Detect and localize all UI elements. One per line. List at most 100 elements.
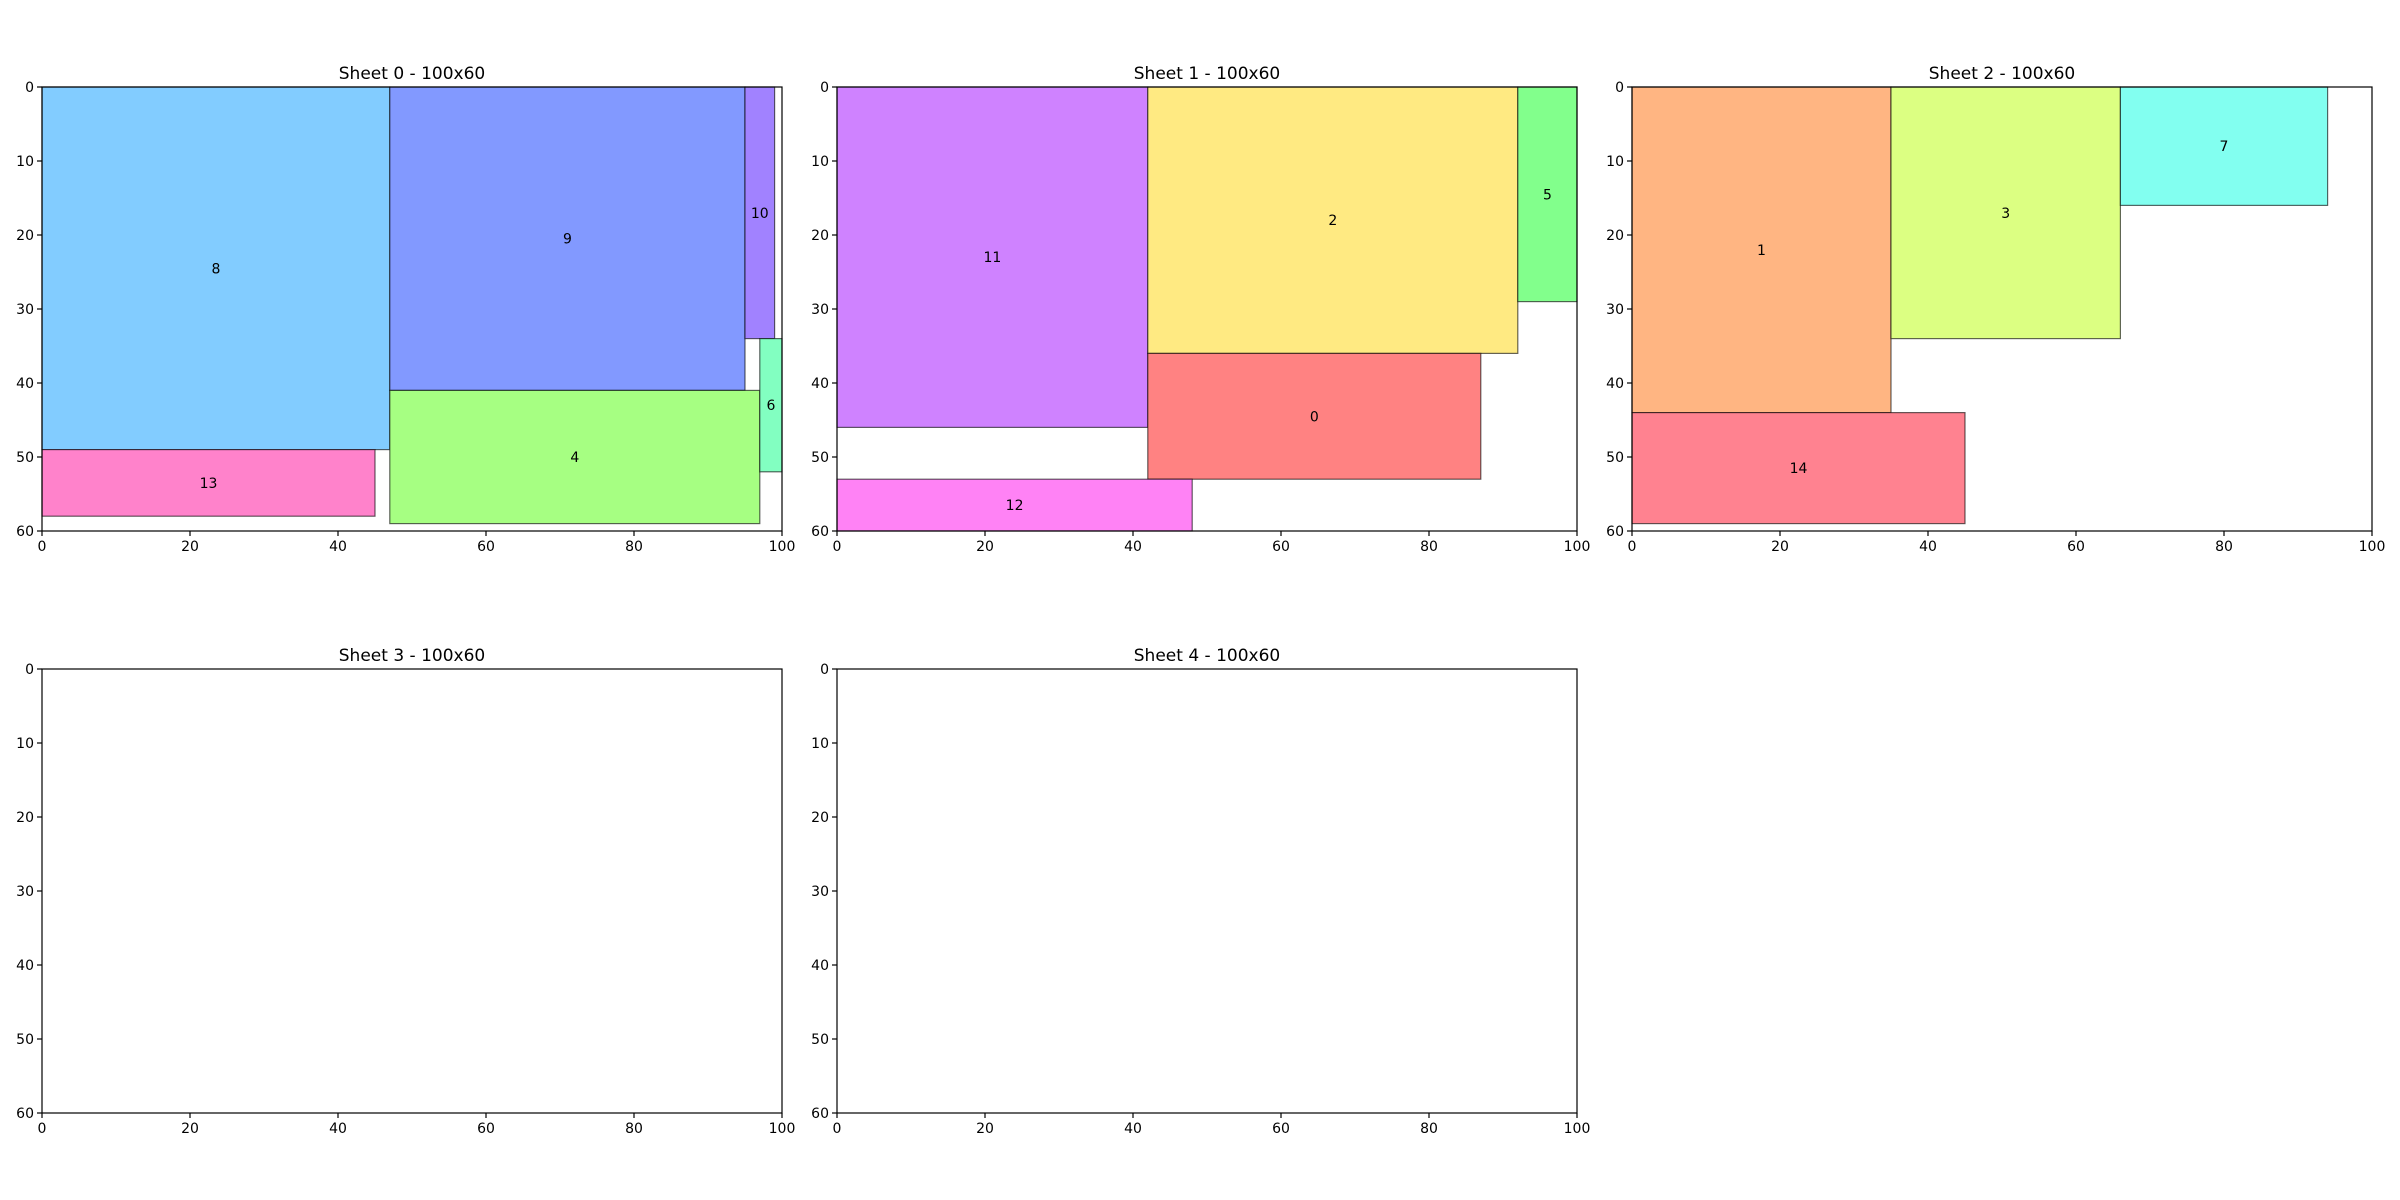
- sheet-2-xtick-label-100: 100: [2359, 539, 2386, 555]
- piece-6-label: 6: [766, 398, 775, 414]
- sheet-3-xtick-label-60: 60: [477, 1121, 495, 1137]
- piece-1-label: 1: [1757, 243, 1766, 259]
- sheet-1-xtick-label-0: 0: [833, 539, 842, 555]
- sheet-4-frame: [836, 668, 1578, 1114]
- piece-1-rect: [1631, 86, 1892, 414]
- sheet-2-ytick-label-30: 30: [1606, 302, 1624, 318]
- sheet-3-xtick-label-20: 20: [181, 1121, 199, 1137]
- sheet-0-xtick-label-80: 80: [625, 539, 643, 555]
- sheet-4-xtick-label-40: 40: [1124, 1121, 1142, 1137]
- sheet-3-xtick-label-80: 80: [625, 1121, 643, 1137]
- piece-11-label: 11: [983, 250, 1001, 266]
- sheet-4-ytick-label-30: 30: [811, 884, 829, 900]
- sheet-4-ytick-label-40: 40: [811, 958, 829, 974]
- piece-5-rect: [1517, 86, 1578, 303]
- sheet-1-xtick-label-100: 100: [1564, 539, 1591, 555]
- sheet-4-ytick-label-20: 20: [811, 810, 829, 826]
- sheet-3-ytick-label-30: 30: [16, 884, 34, 900]
- piece-0-label: 0: [1310, 409, 1319, 425]
- sheet-4-ytick-label-50: 50: [811, 1032, 829, 1048]
- sheet-3-ytick-label-60: 60: [16, 1106, 34, 1122]
- sheet-0-xtick-label-20: 20: [181, 539, 199, 555]
- sheet-1-ytick-label-30: 30: [811, 302, 829, 318]
- sheet-0-ytick-label-30: 30: [16, 302, 34, 318]
- sheet-3-title: Sheet 3 - 100x60: [339, 646, 485, 666]
- piece-13-rect: [41, 449, 376, 517]
- piece-14-label: 14: [1790, 461, 1808, 477]
- sheet-0-title: Sheet 0 - 100x60: [339, 64, 485, 84]
- sheet-0-ytick-label-50: 50: [16, 450, 34, 466]
- piece-3-label: 3: [2001, 206, 2010, 222]
- sheet-1-ytick-label-20: 20: [811, 228, 829, 244]
- sheet-3-ytick-label-10: 10: [16, 736, 34, 752]
- sheet-4-xtick-label-80: 80: [1420, 1121, 1438, 1137]
- sheet-0-ytick-label-60: 60: [16, 524, 34, 540]
- sheet-0-ytick-label-0: 0: [25, 80, 34, 96]
- sheet-1-xtick-label-40: 40: [1124, 539, 1142, 555]
- sheet-1-ytick-label-40: 40: [811, 376, 829, 392]
- piece-0-rect: [1147, 352, 1482, 480]
- sheet-3-xtick-label-0: 0: [38, 1121, 47, 1137]
- sheet-3-ytick-label-20: 20: [16, 810, 34, 826]
- piece-12-label: 12: [1006, 498, 1024, 514]
- sheet-0-xtick-label-60: 60: [477, 539, 495, 555]
- sheet-0-ytick-label-40: 40: [16, 376, 34, 392]
- sheet-4-title: Sheet 4 - 100x60: [1134, 646, 1280, 666]
- sheet-2-ytick-label-10: 10: [1606, 154, 1624, 170]
- piece-4-label: 4: [570, 450, 579, 466]
- sheet-3-frame: [41, 668, 783, 1114]
- sheet-4-xtick-label-100: 100: [1564, 1121, 1591, 1137]
- sheet-4-ytick-label-60: 60: [811, 1106, 829, 1122]
- sheet-3-ytick-label-50: 50: [16, 1032, 34, 1048]
- sheet-0-xtick-label-0: 0: [38, 539, 47, 555]
- piece-3-rect: [1890, 86, 2121, 340]
- piece-12-rect: [836, 478, 1193, 532]
- sheet-2-xtick-label-40: 40: [1919, 539, 1937, 555]
- piece-8-label: 8: [211, 261, 220, 277]
- piece-5-label: 5: [1543, 187, 1552, 203]
- sheet-1-xtick-label-80: 80: [1420, 539, 1438, 555]
- sheet-1-ytick-label-10: 10: [811, 154, 829, 170]
- sheet-2-ytick-label-50: 50: [1606, 450, 1624, 466]
- sheet-3-xtick-label-100: 100: [769, 1121, 796, 1137]
- sheet-4-xtick-label-60: 60: [1272, 1121, 1290, 1137]
- sheet-1-xtick-label-60: 60: [1272, 539, 1290, 555]
- sheet-3-xtick-label-40: 40: [329, 1121, 347, 1137]
- sheet-4-xtick-label-0: 0: [833, 1121, 842, 1137]
- sheet-0-axes: 8 9 10 13 4 6 Sheet 0 - 100x60 0 20 40 60 80 100 0 10 2…: [16, 64, 795, 555]
- sheet-0-xtick-label-40: 40: [329, 539, 347, 555]
- sheet-4-ytick-label-10: 10: [811, 736, 829, 752]
- sheet-2-ytick-label-40: 40: [1606, 376, 1624, 392]
- sheet-1-xtick-label-20: 20: [976, 539, 994, 555]
- sheet-0-ytick-label-10: 10: [16, 154, 34, 170]
- sheet-1-title: Sheet 1 - 100x60: [1134, 64, 1280, 84]
- sheet-3-axes: Sheet 3 - 100x60 0 20 40 60 80 100 0 10 20 30 40 50 6…: [16, 646, 795, 1137]
- sheet-4-ytick-label-0: 0: [820, 662, 829, 678]
- sheet-2-ytick-label-20: 20: [1606, 228, 1624, 244]
- sheet-0-xtick-label-100: 100: [769, 539, 796, 555]
- piece-2-label: 2: [1328, 213, 1337, 229]
- piece-13-label: 13: [200, 476, 218, 492]
- sheet-2-xtick-label-0: 0: [1628, 539, 1637, 555]
- sheet-2-ytick-label-0: 0: [1615, 80, 1624, 96]
- sheet-1-ytick-label-50: 50: [811, 450, 829, 466]
- piece-4-rect: [389, 389, 761, 525]
- sheet-2-title: Sheet 2 - 100x60: [1929, 64, 2075, 84]
- sheet-2-xtick-label-20: 20: [1771, 539, 1789, 555]
- piece-9-rect: [389, 86, 746, 391]
- sheet-1-ytick-label-0: 0: [820, 80, 829, 96]
- sheet-3-ytick-label-0: 0: [25, 662, 34, 678]
- sheet-4-xtick-label-20: 20: [976, 1121, 994, 1137]
- piece-8-rect: [41, 86, 391, 451]
- sheet-4-axes: Sheet 4 - 100x60 0 20 40 60 80 100 0 10 20 30 40 50 6…: [811, 646, 1590, 1137]
- sheet-2-axes: 1 3 7 14 Sheet 2 - 100x60 0 20 40 60 80 100 0 10 20 30…: [1606, 64, 2385, 555]
- sheet-3-ytick-label-40: 40: [16, 958, 34, 974]
- piece-11-rect: [836, 86, 1149, 428]
- sheet-2-ytick-label-60: 60: [1606, 524, 1624, 540]
- piece-14-rect: [1631, 412, 1966, 525]
- sheet-0-ytick-label-20: 20: [16, 228, 34, 244]
- sheet-2-xtick-label-80: 80: [2215, 539, 2233, 555]
- piece-9-label: 9: [563, 232, 572, 248]
